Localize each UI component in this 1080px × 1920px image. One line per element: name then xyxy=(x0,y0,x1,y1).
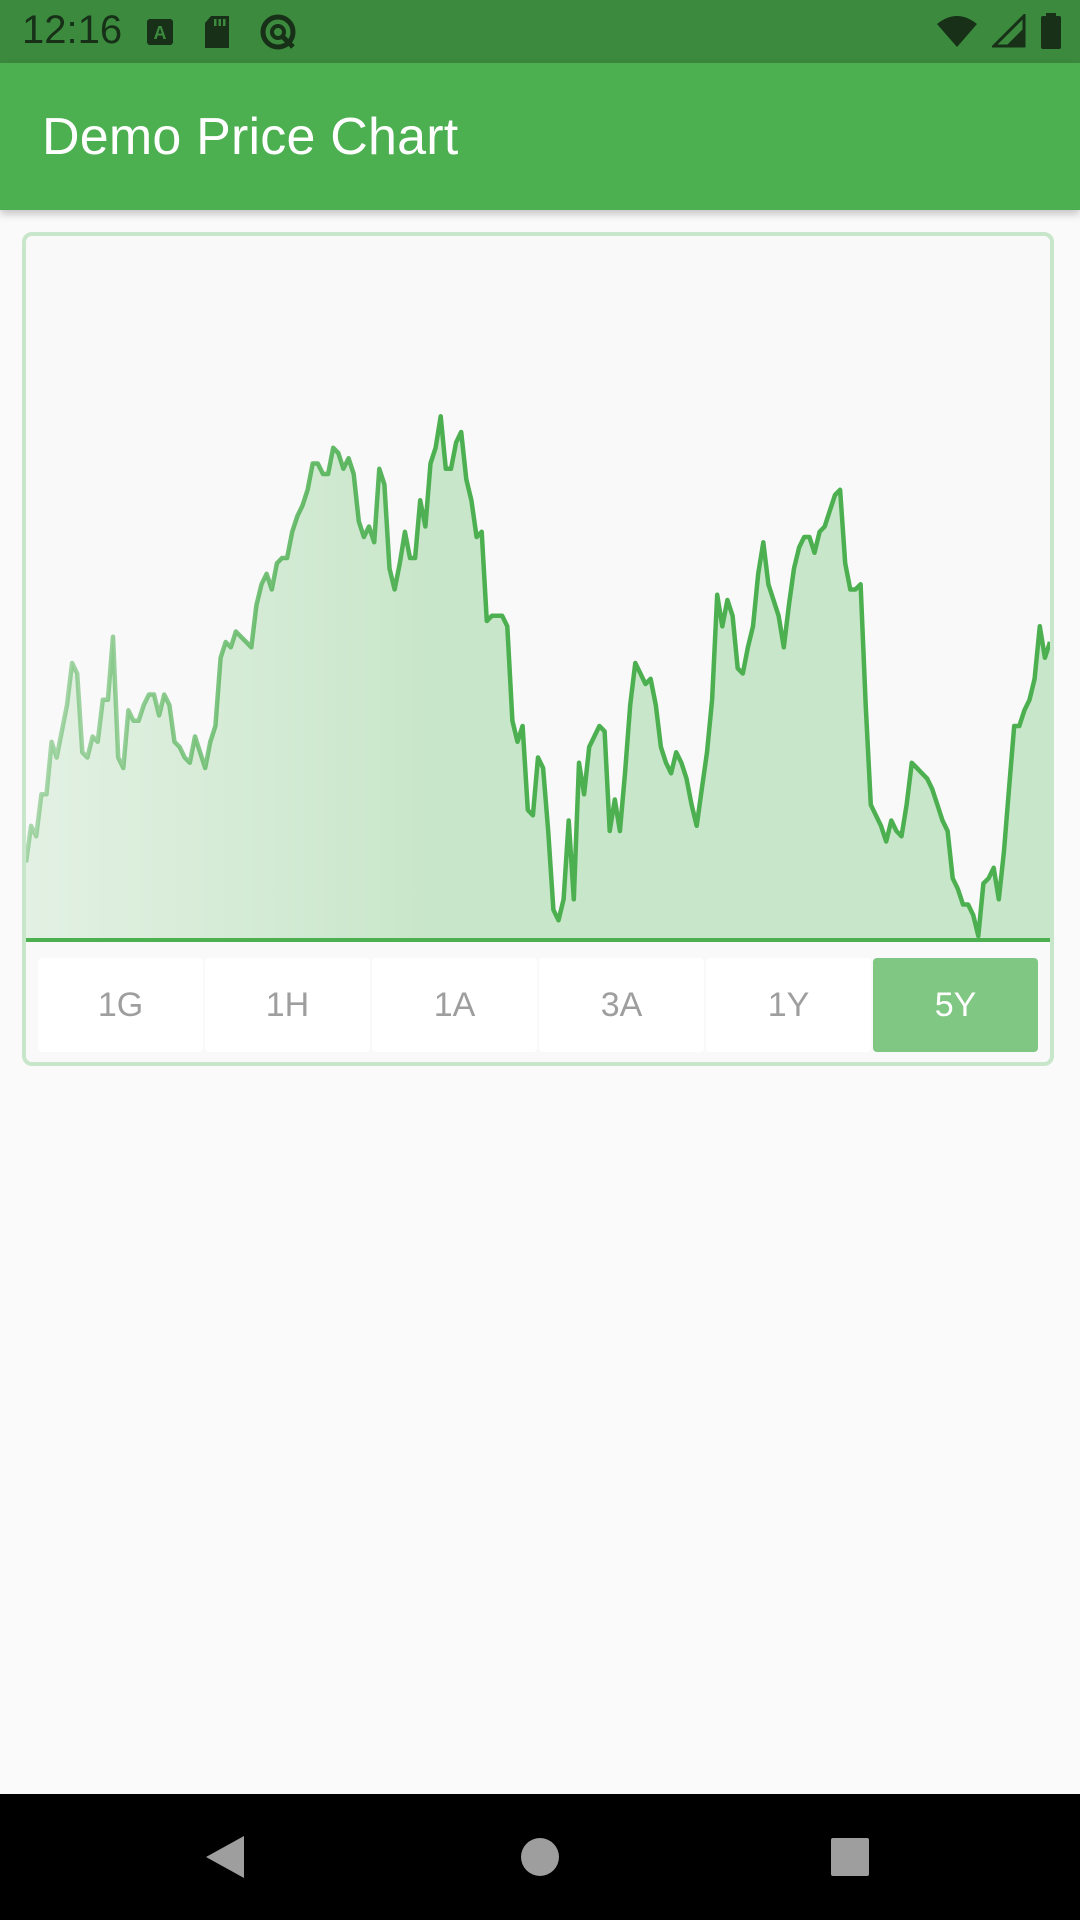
back-icon[interactable] xyxy=(204,1834,246,1880)
battery-icon xyxy=(1041,13,1061,49)
status-icons-left: A xyxy=(145,13,297,51)
status-icons-right xyxy=(936,13,1062,49)
price-area xyxy=(26,416,1050,940)
range-button-5y[interactable]: 5Y xyxy=(873,958,1038,1052)
wifi-icon xyxy=(937,16,977,47)
sd-card-icon xyxy=(205,16,229,48)
home-icon[interactable] xyxy=(520,1837,560,1877)
app-bar: Demo Price Chart xyxy=(0,63,1080,210)
data-saver-icon xyxy=(260,14,296,50)
price-line xyxy=(26,414,1050,939)
font-a-icon: A xyxy=(147,19,173,45)
range-button-3a[interactable]: 3A xyxy=(539,958,704,1052)
svg-text:A: A xyxy=(154,23,167,43)
range-button-1g[interactable]: 1G xyxy=(38,958,203,1052)
status-time: 12:16 xyxy=(22,8,123,52)
app-title: Demo Price Chart xyxy=(42,108,459,166)
range-selector: 1G 1H 1A 3A 1Y 5Y xyxy=(38,958,1040,1052)
cell-signal-icon xyxy=(992,14,1026,48)
price-chart[interactable] xyxy=(26,236,1050,948)
range-button-1y[interactable]: 1Y xyxy=(706,958,871,1052)
status-bar: 12:16 A xyxy=(0,0,1080,63)
navigation-bar xyxy=(0,1794,1080,1920)
range-button-1h[interactable]: 1H xyxy=(205,958,370,1052)
range-button-1a[interactable]: 1A xyxy=(372,958,537,1052)
recents-icon[interactable] xyxy=(831,1838,869,1876)
price-chart-card: 1G 1H 1A 3A 1Y 5Y xyxy=(22,232,1054,1066)
